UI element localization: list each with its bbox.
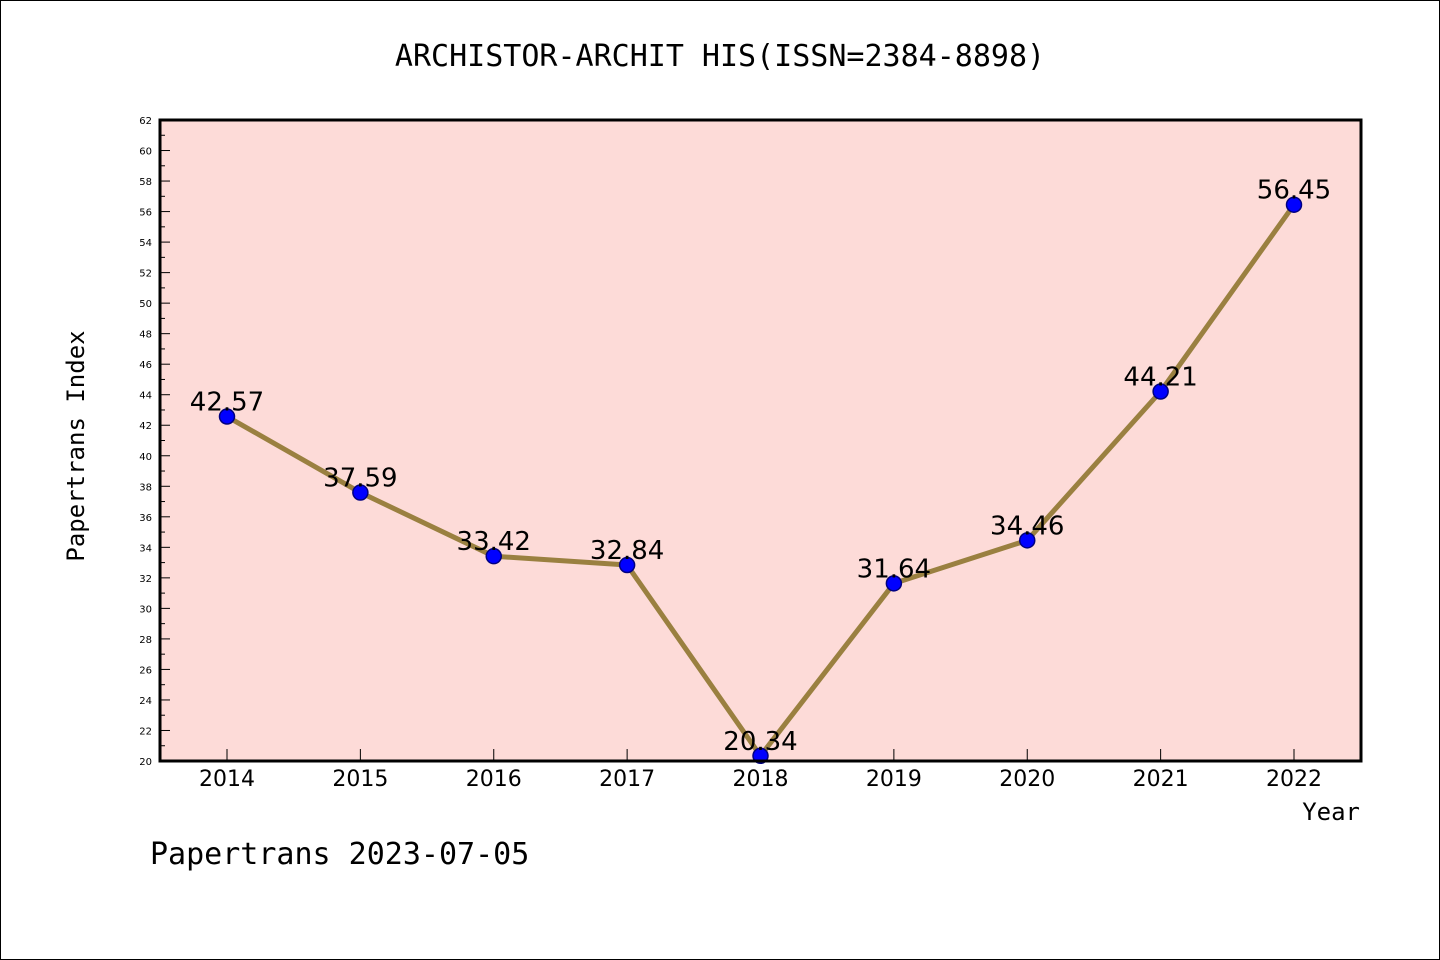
y-tick-label: 36: [139, 513, 152, 524]
data-label-2017: 32.84: [590, 536, 664, 566]
data-label-2019: 31.64: [857, 554, 931, 584]
data-label-2022: 56.45: [1257, 176, 1331, 206]
data-point-2021: [1152, 383, 1169, 400]
y-tick-label: 62: [139, 116, 152, 127]
y-tick-label: 46: [139, 360, 152, 371]
data-point-2017: [618, 556, 636, 574]
data-point-2019: [885, 575, 903, 592]
y-tick-label: 22: [139, 726, 152, 737]
data-point-2016: [485, 547, 502, 565]
y-tick-label: 60: [139, 147, 152, 158]
y-tick-label: 56: [139, 208, 152, 219]
data-label-2015: 37.59: [323, 464, 397, 494]
y-tick-label: 24: [139, 696, 152, 707]
data-label-2018: 20.34: [723, 727, 797, 757]
y-tick-label: 42: [139, 421, 152, 432]
y-tick-label: 54: [139, 238, 152, 249]
data-point-2022: [1285, 196, 1303, 213]
x-tick-label: 2015: [332, 767, 388, 792]
data-label-2016: 33.42: [457, 527, 531, 557]
y-tick-label: 34: [139, 543, 152, 554]
data-point-2015: [352, 484, 369, 501]
x-tick-label: 2022: [1266, 767, 1322, 792]
x-axis-ticks: 2014 2015 2016 2017 2018 2019 2020 2021 2022: [199, 749, 1322, 792]
y-tick-label: 58: [139, 177, 152, 188]
data-label-2021: 44.21: [1123, 363, 1197, 393]
x-tick-label: 2021: [1133, 767, 1189, 792]
footer-date-note: Papertrans 2023-07-05: [150, 837, 529, 872]
data-point-2014: [218, 408, 236, 425]
plot-border: [158, 118, 1363, 763]
x-tick-label: 2016: [466, 767, 522, 792]
y-tick-label: 32: [139, 574, 152, 585]
x-tick-label: 2014: [199, 767, 255, 792]
y-tick-label: 30: [139, 604, 152, 615]
x-tick-label: 2017: [599, 767, 655, 792]
data-markers: [218, 196, 1303, 765]
y-tick-label: 38: [139, 482, 152, 493]
y-tick-label: 40: [139, 452, 152, 463]
x-tick-label: 2020: [999, 767, 1055, 792]
y-tick-label: 50: [139, 299, 152, 310]
data-point-2020: [1019, 532, 1036, 549]
y-tick-label: 28: [139, 635, 152, 646]
y-axis-ticks: 20 22 24 26 28 30 32 34 36 38 40 42 44 46 48 50 52 54 56 58…: [139, 116, 170, 768]
plot-area: [160, 120, 1361, 761]
y-tick-label: 20: [139, 757, 152, 768]
y-tick-label: 26: [139, 665, 152, 676]
data-label-2014: 42.57: [190, 388, 264, 418]
y-axis-label: Papertrans Index: [62, 330, 90, 561]
data-labels: 42.57 37.59 33.42 32.84 20.34 31.64 34.46 44.21…: [190, 176, 1331, 757]
y-tick-label: 48: [139, 330, 152, 341]
x-tick-label: 2019: [866, 767, 922, 792]
x-tick-label: 2018: [733, 767, 789, 792]
y-tick-label: 44: [139, 391, 152, 402]
x-axis-label: Year: [1302, 798, 1360, 826]
y-tick-label: 52: [139, 269, 152, 280]
data-label-2020: 34.46: [990, 511, 1064, 541]
chart-title: ARCHISTOR-ARCHIT HIS(ISSN=2384-8898): [395, 39, 1045, 74]
